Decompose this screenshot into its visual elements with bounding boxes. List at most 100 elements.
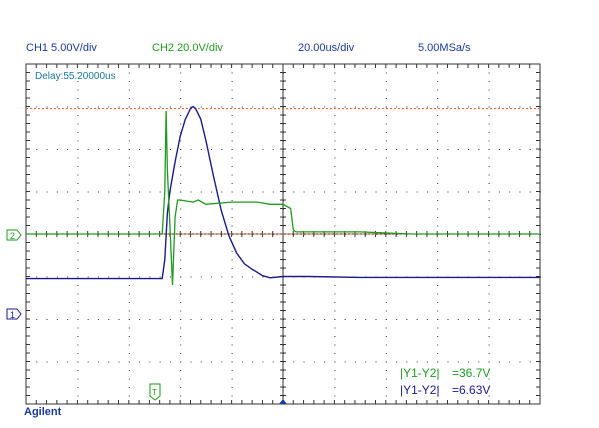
grid-dot [365,149,367,150]
grid-dot [231,370,233,371]
ch1-ground-marker[interactable]: 1 [6,308,22,320]
grid-dot [159,361,161,363]
grid-dot [180,166,182,167]
grid-dot [180,89,182,91]
grid-dot [385,310,387,312]
grid-dot [385,361,387,363]
grid-dot [488,378,490,380]
grid-dot [128,378,130,380]
grid-dot [488,149,490,150]
grid-dot [128,115,130,116]
grid-dot [334,361,336,363]
grid-dot [77,344,79,346]
grid-dot [139,276,141,278]
grid-dot [241,106,243,108]
grid-dot [180,98,182,99]
grid-dot [36,361,38,363]
grid-dot [180,395,182,397]
grid-dot [200,149,202,150]
grid-dot [385,200,387,201]
grid-dot [56,276,58,278]
grid-dot [67,276,69,278]
grid-dot [303,361,305,363]
grid-dot [375,191,377,193]
grid-dot [46,361,48,363]
grid-dot [262,319,264,320]
grid-dot [128,276,130,278]
grid-dot [77,157,79,159]
grid-dot [488,89,490,91]
grid-dot [180,140,182,142]
grid-dot [488,361,490,363]
grid-dot [529,106,531,108]
grid-dot [262,361,264,363]
grid-dot [437,344,439,346]
grid-dot [375,319,377,320]
grid-dot [231,140,233,142]
trigger-position-marker[interactable]: T [149,383,161,401]
ch1-marker-label: 1 [10,310,15,320]
grid-dot [488,123,490,125]
grid-dot [190,106,192,108]
grid-dot [46,191,48,193]
grid-dot [180,251,182,252]
grid-dot [180,327,182,329]
grid-dot [118,149,120,150]
grid-dot [77,208,79,210]
grid-dot [108,361,110,363]
grid-dot [272,191,274,193]
grid-dot [437,353,439,354]
grid-dot [344,106,346,108]
grid-dot [169,276,171,278]
grid-dot [313,319,315,320]
grid-dot [293,106,295,108]
grid-dot [46,319,48,320]
grid-dot [334,132,336,133]
grid-dot [252,106,254,108]
grid-dot [293,361,295,363]
grid-dot [67,319,69,320]
grid-dot [139,106,141,108]
grid-dot [87,319,89,320]
grid-dot [385,106,387,108]
grid-dot [437,166,439,167]
grid-dot [385,242,387,244]
grid-dot [36,319,38,320]
grid-dot [180,72,182,74]
grid-dot [139,191,141,193]
grid-dot [324,191,326,193]
grid-dot [437,378,439,380]
grid-dot [426,191,428,193]
grid-dot [447,149,449,150]
grid-dot [488,293,490,295]
grid-dot [437,72,439,74]
grid-dot [488,166,490,167]
grid-dot [365,361,367,363]
grid-dot [128,157,130,159]
grid-dot [334,157,336,159]
grid-dot [478,361,480,363]
brand-logo: Agilent [24,406,62,418]
delay-label: Delay:55.20000us [35,71,116,82]
grid-dot [334,285,336,286]
grid-dot [344,361,346,363]
grid-dot [488,387,490,388]
grid-dot [334,353,336,354]
grid-dot [128,174,130,176]
ch2-ground-marker[interactable]: 2 [6,229,22,241]
grid-dot [149,191,151,193]
grid-dot [437,149,439,150]
grid-dot [231,157,233,159]
grid-dot [262,276,264,278]
grid-dot [457,106,459,108]
grid-dot [36,276,38,278]
grid-dot [354,361,356,363]
grid-dot [231,225,233,227]
grid-dot [128,268,130,269]
grid-dot [540,191,541,193]
grid-dot [334,166,336,167]
grid-dot [437,89,439,91]
grid-dot [200,361,202,363]
grid-dot [128,310,130,312]
